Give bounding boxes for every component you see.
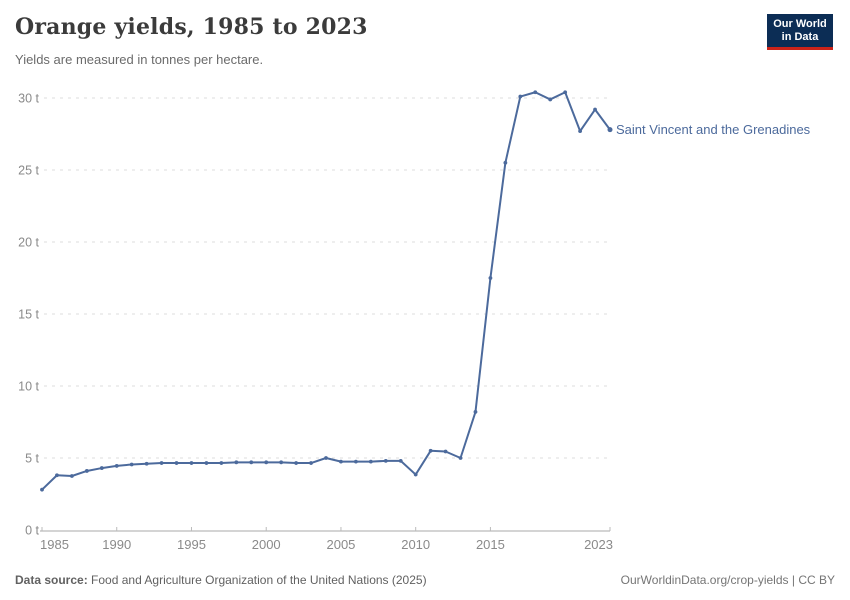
data-point-marker[interactable] [563,90,568,95]
chart-footer: Data source: Food and Agriculture Organi… [15,573,835,587]
owid-url-link[interactable]: OurWorldinData.org/crop-yields [620,573,789,587]
chart-title: Orange yields, 1985 to 2023 [15,14,368,40]
data-point-marker[interactable] [174,461,179,465]
data-point-marker[interactable] [428,448,433,453]
data-point-marker[interactable] [264,460,269,465]
chart-subtitle: Yields are measured in tonnes per hectar… [15,52,264,67]
owid-logo: Our World in Data [767,14,833,50]
y-axis-tick-label: 20 t [18,236,39,250]
x-axis-tick-label: 2010 [401,537,430,552]
y-axis-tick-label: 5 t [25,452,39,466]
data-point-marker[interactable] [204,461,209,465]
x-axis-tick-label: 1995 [177,537,206,552]
data-point-marker[interactable] [249,460,254,465]
data-point-marker[interactable] [383,458,388,463]
data-point-marker[interactable] [84,469,89,473]
data-source-text: Food and Agriculture Organization of the… [91,573,427,587]
data-point-marker[interactable] [518,94,523,99]
data-point-marker[interactable] [189,461,194,465]
data-point-marker[interactable] [279,460,284,465]
footer-separator: | [791,573,795,587]
data-point-marker[interactable] [309,461,313,465]
data-source-label: Data source: [15,573,88,587]
data-point-marker[interactable] [533,90,538,95]
data-point-marker[interactable] [458,456,463,460]
data-point-marker[interactable] [353,459,358,464]
x-axis-tick-label: 2000 [252,537,281,552]
data-point-marker[interactable] [503,160,508,165]
data-point-marker[interactable] [593,107,597,112]
data-point-marker[interactable] [294,461,299,465]
series-line[interactable] [41,91,611,491]
data-point-marker[interactable] [234,460,239,465]
data-point-marker[interactable] [144,461,149,466]
owid-logo-text-line2: in Data [781,31,819,43]
data-point-marker[interactable] [607,127,613,133]
data-point-marker[interactable] [219,461,224,465]
data-point-marker[interactable] [324,456,328,460]
footer-right: OurWorldinData.org/crop-yields | CC BY [621,573,835,587]
data-point-marker[interactable] [578,129,583,134]
x-axis-tick-label: 2023 [584,537,613,552]
data-point-marker[interactable] [443,449,448,454]
x-axis-tick-label: 2005 [326,537,355,552]
data-point-marker[interactable] [339,459,343,464]
x-axis-tick-label: 1990 [102,537,131,552]
data-source-note: Data source: Food and Agriculture Organi… [15,573,427,587]
data-point-marker[interactable] [55,473,59,478]
data-point-marker[interactable] [368,459,373,464]
data-point-marker[interactable] [69,474,74,478]
y-axis-tick-label: 30 t [18,92,39,106]
y-axis-tick-label: 15 t [18,308,39,322]
data-point-marker[interactable] [398,458,403,463]
data-point-marker[interactable] [129,462,134,467]
y-axis-tick-label: 0 t [25,524,39,538]
series-end-label[interactable]: Saint Vincent and the Grenadines [616,122,811,137]
data-point-marker[interactable] [473,410,478,414]
data-point-marker[interactable] [159,461,164,465]
owid-logo-text-line1: Our World [773,18,827,30]
x-axis-tick-label: 1985 [40,537,69,552]
x-axis-tick-label: 2015 [476,537,505,552]
data-point-marker[interactable] [99,466,104,470]
data-point-marker[interactable] [114,464,119,468]
data-point-marker[interactable] [548,97,553,102]
y-axis-tick-label: 25 t [18,164,39,178]
data-point-marker[interactable] [40,487,44,492]
data-point-marker[interactable] [413,472,418,477]
y-axis-tick-label: 10 t [18,380,39,394]
data-point-marker[interactable] [488,276,493,280]
license-label: CC BY [798,573,835,587]
